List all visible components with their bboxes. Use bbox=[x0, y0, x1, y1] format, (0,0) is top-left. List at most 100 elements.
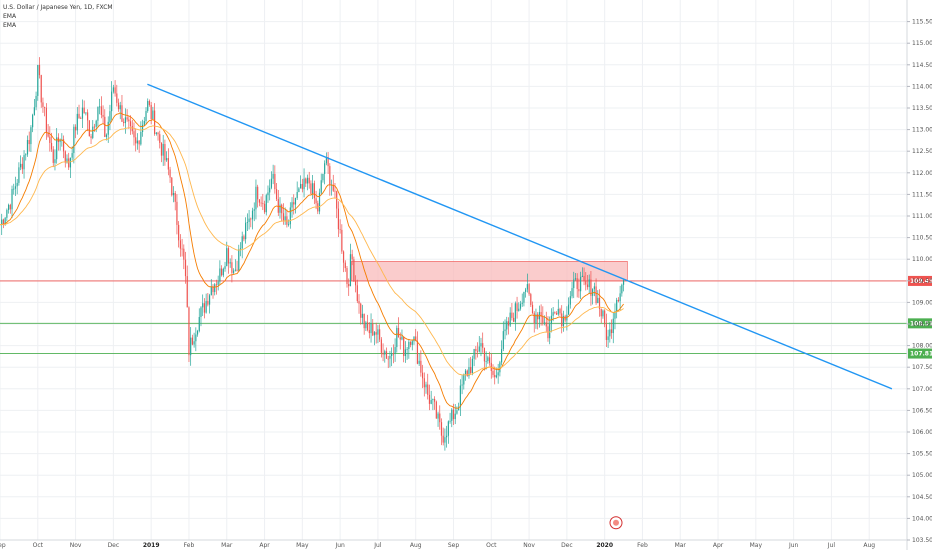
indicator-ema-2[interactable]: EMA bbox=[3, 22, 17, 29]
candle-body bbox=[488, 357, 491, 363]
candle-body bbox=[229, 262, 231, 264]
y-tick-label: 113.500 bbox=[912, 105, 932, 112]
candle-body bbox=[482, 343, 484, 348]
candle-body bbox=[287, 224, 290, 226]
candle-body bbox=[341, 229, 343, 252]
candle-body bbox=[224, 266, 226, 269]
candle-body bbox=[373, 332, 376, 336]
candle-body bbox=[451, 409, 453, 421]
candle-body bbox=[324, 163, 326, 174]
candle-body bbox=[511, 312, 513, 318]
y-tick-label: 111.000 bbox=[912, 213, 932, 220]
candle-body bbox=[531, 304, 534, 314]
candle-body bbox=[293, 202, 295, 205]
price-level-label: 108.515 bbox=[910, 321, 932, 328]
candle-body bbox=[133, 131, 135, 138]
candle-body bbox=[274, 173, 276, 190]
candle-body bbox=[56, 137, 58, 160]
candle-body bbox=[313, 183, 315, 199]
candle-body bbox=[117, 102, 120, 110]
candle-body bbox=[329, 166, 331, 186]
descending-trendline bbox=[147, 83, 893, 390]
candle-body bbox=[100, 106, 102, 115]
candle-body bbox=[430, 400, 432, 404]
candle-body bbox=[2, 219, 5, 225]
candle-body bbox=[62, 139, 65, 152]
candle-body bbox=[518, 308, 520, 311]
candle-body bbox=[506, 321, 508, 330]
candle-body bbox=[466, 370, 468, 377]
candle-body bbox=[245, 222, 247, 240]
candle-body bbox=[11, 188, 13, 210]
candle-body bbox=[337, 208, 340, 230]
x-tick-label: Feb bbox=[184, 542, 195, 549]
candle-body bbox=[353, 259, 355, 281]
candle-body bbox=[377, 329, 379, 335]
candle-body bbox=[54, 159, 56, 163]
chart-title: U.S. Dollar / Japanese Yen, 1D, FXCM bbox=[3, 4, 113, 11]
candle-body bbox=[73, 126, 75, 154]
candle-body bbox=[604, 310, 606, 325]
candle-body bbox=[59, 140, 61, 143]
candle-body bbox=[602, 310, 604, 317]
candle-body bbox=[95, 120, 97, 127]
candle-body bbox=[507, 321, 510, 326]
candle-body bbox=[423, 378, 425, 388]
candle-body bbox=[609, 329, 611, 337]
x-tick-label: Jun bbox=[788, 542, 799, 549]
candle-body bbox=[509, 312, 511, 326]
y-tick-label: 109.500 bbox=[912, 278, 932, 285]
x-tick-label: Aug bbox=[863, 542, 875, 549]
candle-body bbox=[305, 178, 307, 184]
candle-body bbox=[40, 75, 42, 103]
candle-body bbox=[176, 201, 178, 225]
y-tick-label: 108.000 bbox=[912, 343, 932, 350]
x-tick-label: 2020 bbox=[596, 542, 613, 549]
indicator-ema-1[interactable]: EMA bbox=[3, 13, 17, 20]
candle-body bbox=[148, 101, 151, 105]
candle-body bbox=[542, 316, 544, 323]
candle-body bbox=[193, 341, 195, 345]
y-tick-label: 111.500 bbox=[912, 191, 932, 198]
candle-body bbox=[226, 248, 228, 267]
candle-body bbox=[143, 120, 145, 125]
candle-body bbox=[18, 167, 20, 183]
candle-body bbox=[397, 327, 400, 338]
candle-body bbox=[415, 336, 417, 341]
candle-body bbox=[533, 313, 535, 324]
x-tick-label: Dec bbox=[108, 542, 120, 549]
candle-body bbox=[250, 218, 252, 220]
y-tick-label: 109.000 bbox=[912, 299, 932, 306]
candle-body bbox=[102, 114, 104, 117]
candle-body bbox=[141, 124, 144, 132]
candle-body bbox=[136, 140, 139, 144]
candle-body bbox=[494, 374, 496, 378]
logo bbox=[609, 516, 623, 530]
candle-body bbox=[526, 284, 528, 290]
candle-body bbox=[164, 144, 166, 161]
candle-body bbox=[545, 322, 547, 327]
candle-body bbox=[332, 184, 334, 191]
candle-body bbox=[621, 284, 623, 294]
candle-body bbox=[420, 360, 422, 373]
candle-body bbox=[622, 280, 625, 285]
candle-body bbox=[154, 110, 156, 134]
candle-body bbox=[401, 336, 403, 340]
candle-body bbox=[348, 284, 350, 287]
candle-body bbox=[217, 281, 219, 285]
candle-body bbox=[573, 279, 575, 289]
candle-body bbox=[576, 278, 578, 290]
candle-body bbox=[214, 284, 216, 293]
candle-body bbox=[476, 350, 479, 352]
candle-body bbox=[504, 329, 506, 332]
candle-body bbox=[354, 280, 357, 286]
candle-body bbox=[202, 303, 204, 308]
candle-body bbox=[485, 361, 487, 362]
candle-body bbox=[253, 209, 255, 211]
candle-body bbox=[23, 155, 25, 170]
candle-body bbox=[52, 149, 54, 163]
candle-body bbox=[215, 284, 218, 286]
candle-body bbox=[408, 341, 410, 350]
candle-body bbox=[114, 87, 116, 94]
